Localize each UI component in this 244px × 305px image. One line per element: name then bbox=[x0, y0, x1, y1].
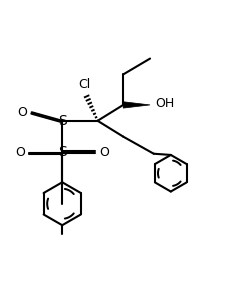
Text: O: O bbox=[100, 146, 109, 159]
Text: S: S bbox=[58, 145, 67, 160]
Polygon shape bbox=[123, 102, 150, 108]
Text: S: S bbox=[58, 114, 67, 128]
Text: OH: OH bbox=[155, 97, 174, 110]
Text: O: O bbox=[15, 146, 25, 159]
Text: Cl: Cl bbox=[78, 78, 90, 92]
Text: O: O bbox=[18, 106, 27, 119]
